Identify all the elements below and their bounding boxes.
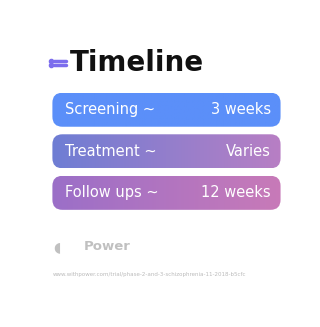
Text: 3 weeks: 3 weeks [211,102,271,117]
Text: Varies: Varies [226,144,271,159]
Text: Screening ~: Screening ~ [65,102,155,117]
Text: Power: Power [84,240,130,253]
Text: 12 weeks: 12 weeks [201,185,271,200]
Text: Timeline: Timeline [70,49,204,77]
Text: ◖: ◖ [54,240,61,254]
Text: www.withpower.com/trial/phase-2-and-3-schizophrenia-11-2018-b5cfc: www.withpower.com/trial/phase-2-and-3-sc… [52,272,246,277]
Text: Follow ups ~: Follow ups ~ [65,185,158,200]
Text: Treatment ~: Treatment ~ [65,144,156,159]
